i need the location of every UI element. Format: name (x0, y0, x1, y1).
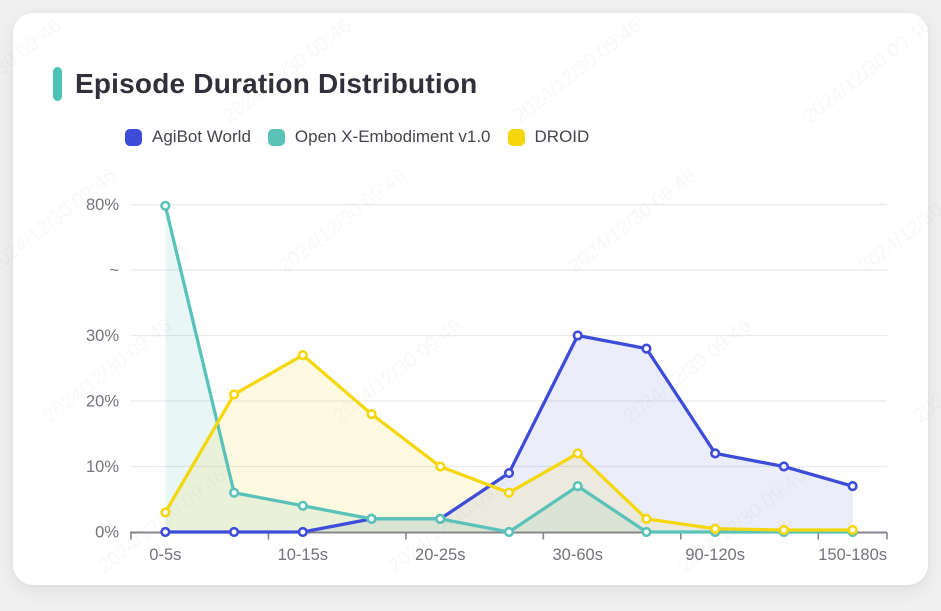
chart-card: Episode Duration Distribution AgiBot Wor… (13, 13, 928, 585)
y-tick-label: 10% (86, 458, 119, 476)
data-point (503, 467, 515, 479)
data-point (366, 409, 377, 420)
x-tick-label: 10-15s (278, 546, 328, 564)
x-axis-labels: 0-5s 10-15s 20-25s 30-60s 90-120s 150-180s (149, 546, 887, 564)
data-point (572, 330, 583, 341)
y-axis-labels: 0% 10% 20% 30% ~80% (86, 196, 119, 542)
data-point (503, 487, 515, 498)
data-point (228, 389, 240, 400)
data-point (778, 524, 790, 536)
data-point (710, 523, 721, 534)
data-point (160, 507, 171, 518)
area-agibot-world (165, 335, 853, 532)
legend-label-open-x-embodiment: Open X-Embodiment v1.0 (294, 127, 491, 146)
area-open-x-embodiment-v1-0 (165, 205, 853, 532)
data-point (641, 526, 652, 538)
title-accent-bar (53, 67, 62, 101)
data-point (572, 448, 583, 459)
y-tick-label: 30% (86, 327, 119, 345)
legend-label-agibot-world: AgiBot World (152, 127, 251, 146)
x-tick-label: 20-25s (415, 546, 465, 564)
data-point (847, 524, 858, 536)
legend-swatch-droid (507, 128, 525, 146)
x-tick-label: 30-60s (553, 546, 603, 564)
data-point (641, 343, 652, 354)
area-droid (165, 355, 853, 532)
data-point (641, 513, 652, 525)
title-row: Episode Duration Distribution (53, 67, 477, 101)
y-tick-label: 0% (95, 524, 119, 542)
data-point (160, 200, 171, 211)
y-tick-label: 80% (86, 196, 119, 214)
gridlines (131, 203, 887, 468)
y-tick-label: 20% (86, 393, 119, 411)
x-tick-label: 150-180s (818, 546, 887, 564)
legend-swatch-agibot-world (125, 128, 142, 146)
data-point (297, 500, 308, 511)
data-point (228, 487, 240, 498)
data-point (297, 350, 308, 361)
markers-droid (160, 350, 858, 536)
x-tick-label: 90-120s (685, 546, 745, 564)
data-point (160, 526, 171, 538)
data-point (366, 513, 377, 525)
legend-item-agibot-world[interactable]: AgiBot World (125, 127, 251, 147)
data-point (435, 513, 446, 525)
data-point (503, 526, 515, 538)
y-tick-label: ~ (109, 262, 119, 280)
data-point (572, 481, 583, 492)
data-point (778, 461, 790, 472)
x-tick-label: 0-5s (149, 546, 181, 564)
legend-label-droid: DROID (534, 127, 590, 146)
data-point (435, 461, 446, 472)
data-point (710, 448, 721, 459)
legend-swatch-open-x-embodiment (267, 128, 285, 146)
legend-item-open-x-embodiment[interactable]: Open X-Embodiment v1.0 (267, 127, 491, 147)
data-point (228, 526, 240, 538)
legend-item-droid[interactable]: DROID (507, 127, 590, 147)
data-point (297, 526, 308, 538)
page-title: Episode Duration Distribution (75, 68, 478, 99)
episode-duration-line-chart: 0% 10% 20% 30% ~80% 0-5s 10-15s 20-25s 30-60s 90-… (86, 196, 888, 564)
chart-legend: AgiBot World Open X-Embodiment v1.0 DROI… (125, 127, 589, 147)
data-point (847, 481, 858, 492)
